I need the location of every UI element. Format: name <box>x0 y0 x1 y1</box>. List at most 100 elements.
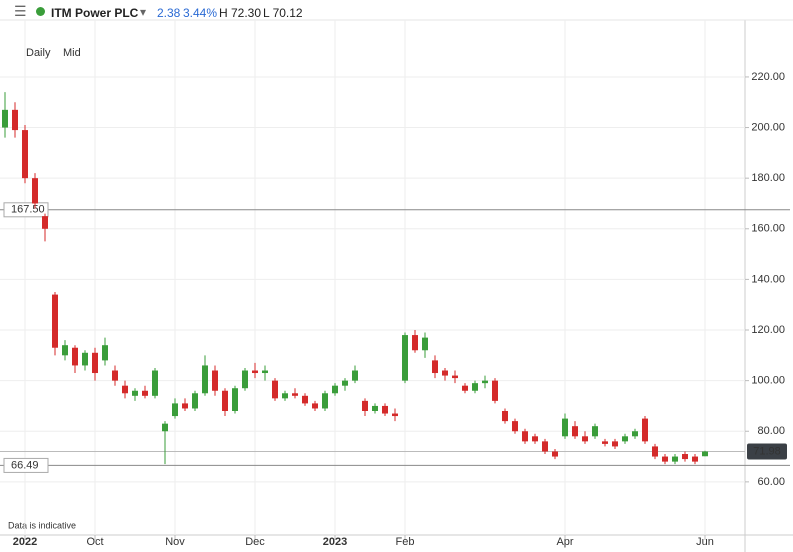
low: L 70.12 <box>263 6 303 20</box>
candle-body <box>302 395 308 404</box>
interval-button[interactable]: Daily <box>26 47 51 59</box>
candle-body <box>362 400 368 411</box>
candle-body <box>542 441 548 452</box>
candle-body <box>222 390 228 411</box>
candle-body <box>312 403 318 409</box>
candle-body <box>532 436 538 442</box>
x-tick-label: Oct <box>86 536 103 548</box>
candle-body <box>472 383 478 391</box>
candle-body <box>512 421 518 432</box>
last-price-label: 71.98 <box>753 445 781 457</box>
candle-body <box>662 456 668 462</box>
header: ☰ ITM Power PLC ▾ 2.38 3.44% H 72.30 L 7… <box>0 0 793 24</box>
instrument-name[interactable]: ITM Power PLC <box>51 6 139 20</box>
dropdown-arrow[interactable]: ▾ <box>140 5 147 19</box>
price-line-box <box>3 457 49 473</box>
candle-body <box>572 426 578 437</box>
candle-body <box>372 405 378 411</box>
x-tick-label: Feb <box>396 536 415 548</box>
candle-body <box>382 405 388 414</box>
candle-body <box>242 370 248 389</box>
candle-body <box>602 441 608 444</box>
candle-body <box>332 385 338 394</box>
candle-body <box>582 436 588 442</box>
note: Data is indicative <box>8 520 76 530</box>
x-tick-label: Dec <box>245 536 265 548</box>
x-tick-label: Jun <box>696 536 714 548</box>
candle-body <box>102 345 108 361</box>
y-tick-label: 180.00 <box>751 172 785 184</box>
candle-body <box>412 335 418 351</box>
candle-body <box>182 403 188 409</box>
y-tick-label: 60.00 <box>757 476 785 488</box>
price-mode-button[interactable]: Mid <box>63 47 81 59</box>
candle-body <box>502 410 508 422</box>
x-tick-label: Apr <box>556 536 573 548</box>
candle-body <box>292 393 298 396</box>
candle-body <box>122 385 128 394</box>
candle-body <box>672 456 678 462</box>
candle-body <box>12 109 18 131</box>
candle-body <box>322 393 328 409</box>
x-tick-label: Nov <box>165 536 185 548</box>
y-tick-label: 100.00 <box>751 375 785 387</box>
candle-body <box>152 370 158 396</box>
y-tick-label: 160.00 <box>751 223 785 235</box>
y-tick-label: 140.00 <box>751 273 785 285</box>
candle-body <box>142 390 148 396</box>
candle-body <box>22 130 28 179</box>
candle-body <box>682 454 688 460</box>
candle-body <box>192 393 198 409</box>
menu-icon[interactable]: ☰ <box>14 3 27 19</box>
candle-body <box>172 403 178 417</box>
candle-body <box>212 370 218 391</box>
candle-body <box>432 360 438 374</box>
candle-body <box>92 352 98 374</box>
last-price-box <box>747 443 787 460</box>
candle-body <box>72 347 78 366</box>
candle-body <box>232 388 238 411</box>
candle-body <box>442 370 448 376</box>
price-line-box <box>3 202 49 218</box>
price-line-label: 66.49 <box>11 459 39 471</box>
candle-body <box>272 380 278 399</box>
candle-body <box>562 418 568 437</box>
x-tick-label: 2023 <box>323 536 347 548</box>
candle-body <box>82 352 88 366</box>
candle-body <box>252 370 258 374</box>
x-tick-label: 2022 <box>13 536 37 548</box>
status-dot <box>36 7 45 16</box>
y-tick-label: 220.00 <box>751 71 785 83</box>
y-tick-label: 120.00 <box>751 324 785 336</box>
candle-body <box>342 380 348 386</box>
candle-body <box>612 441 618 447</box>
candle-body <box>552 451 558 457</box>
candle-body <box>352 370 358 381</box>
candle-body <box>622 436 628 442</box>
y-tick-label: 80.00 <box>757 425 785 437</box>
candle-body <box>492 380 498 401</box>
candle-body <box>482 380 488 384</box>
candle-body <box>32 178 38 204</box>
candle-body <box>162 423 168 432</box>
y-tick-label: 200.00 <box>751 121 785 133</box>
candle-body <box>452 375 458 379</box>
change-pct: 3.44% <box>183 6 218 20</box>
candle-body <box>692 456 698 462</box>
candle-body <box>632 431 638 437</box>
candle-body <box>52 294 58 348</box>
candle-body <box>652 446 658 457</box>
candle-body <box>42 216 48 229</box>
candle-body <box>522 431 528 442</box>
candle-body <box>62 345 68 356</box>
candle-body <box>462 385 468 391</box>
candle-body <box>422 337 428 351</box>
candle-body <box>2 109 8 128</box>
high: H 72.30 <box>219 6 262 20</box>
candle-body <box>402 335 408 381</box>
price-line-label: 167.50 <box>11 204 45 216</box>
candle-body <box>262 370 268 374</box>
candle-body <box>132 390 138 396</box>
